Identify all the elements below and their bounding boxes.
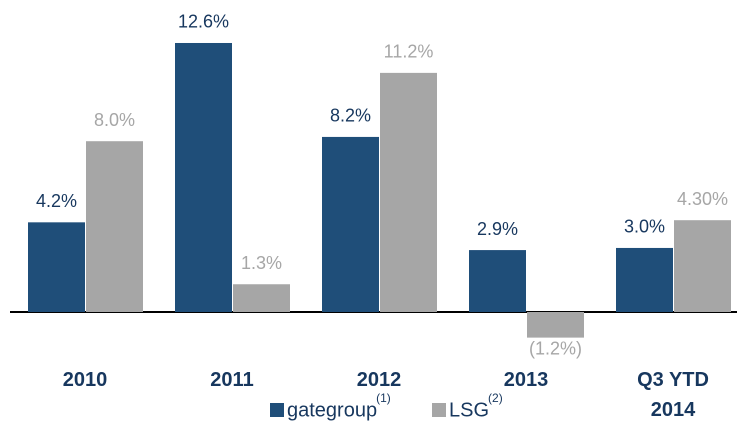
value-label: (1.2%) xyxy=(529,338,582,358)
category-label: Q3 YTD 2014 xyxy=(637,369,709,421)
value-label: 2.9% xyxy=(477,219,518,239)
bar xyxy=(322,136,379,312)
bar xyxy=(469,250,526,312)
bar xyxy=(380,72,437,312)
legend-label: LSG xyxy=(449,399,489,421)
bar xyxy=(674,220,731,312)
category-label: 2013 xyxy=(503,369,549,391)
legend-superscript: (1) xyxy=(376,391,391,405)
bar xyxy=(233,284,290,312)
legend-label: gategroup xyxy=(287,399,377,421)
category-label: 2011 xyxy=(210,369,254,391)
bar xyxy=(527,312,584,338)
value-label: 4.30% xyxy=(677,189,728,209)
bar xyxy=(616,247,673,312)
legend-swatch xyxy=(432,403,446,417)
legend-superscript: (2) xyxy=(488,391,503,405)
legend-swatch xyxy=(270,403,284,417)
category-label: 2012 xyxy=(356,369,402,391)
bar xyxy=(28,222,85,312)
bar xyxy=(175,42,232,313)
bar xyxy=(86,141,143,312)
value-label: 8.2% xyxy=(330,106,371,126)
value-label: 8.0% xyxy=(94,110,135,130)
value-label: 12.6% xyxy=(178,12,229,32)
value-label: 3.0% xyxy=(624,217,665,237)
value-label: 4.2% xyxy=(36,191,77,211)
category-label: 2010 xyxy=(62,369,108,391)
value-label: 1.3% xyxy=(241,253,282,273)
value-label: 11.2% xyxy=(384,42,434,62)
